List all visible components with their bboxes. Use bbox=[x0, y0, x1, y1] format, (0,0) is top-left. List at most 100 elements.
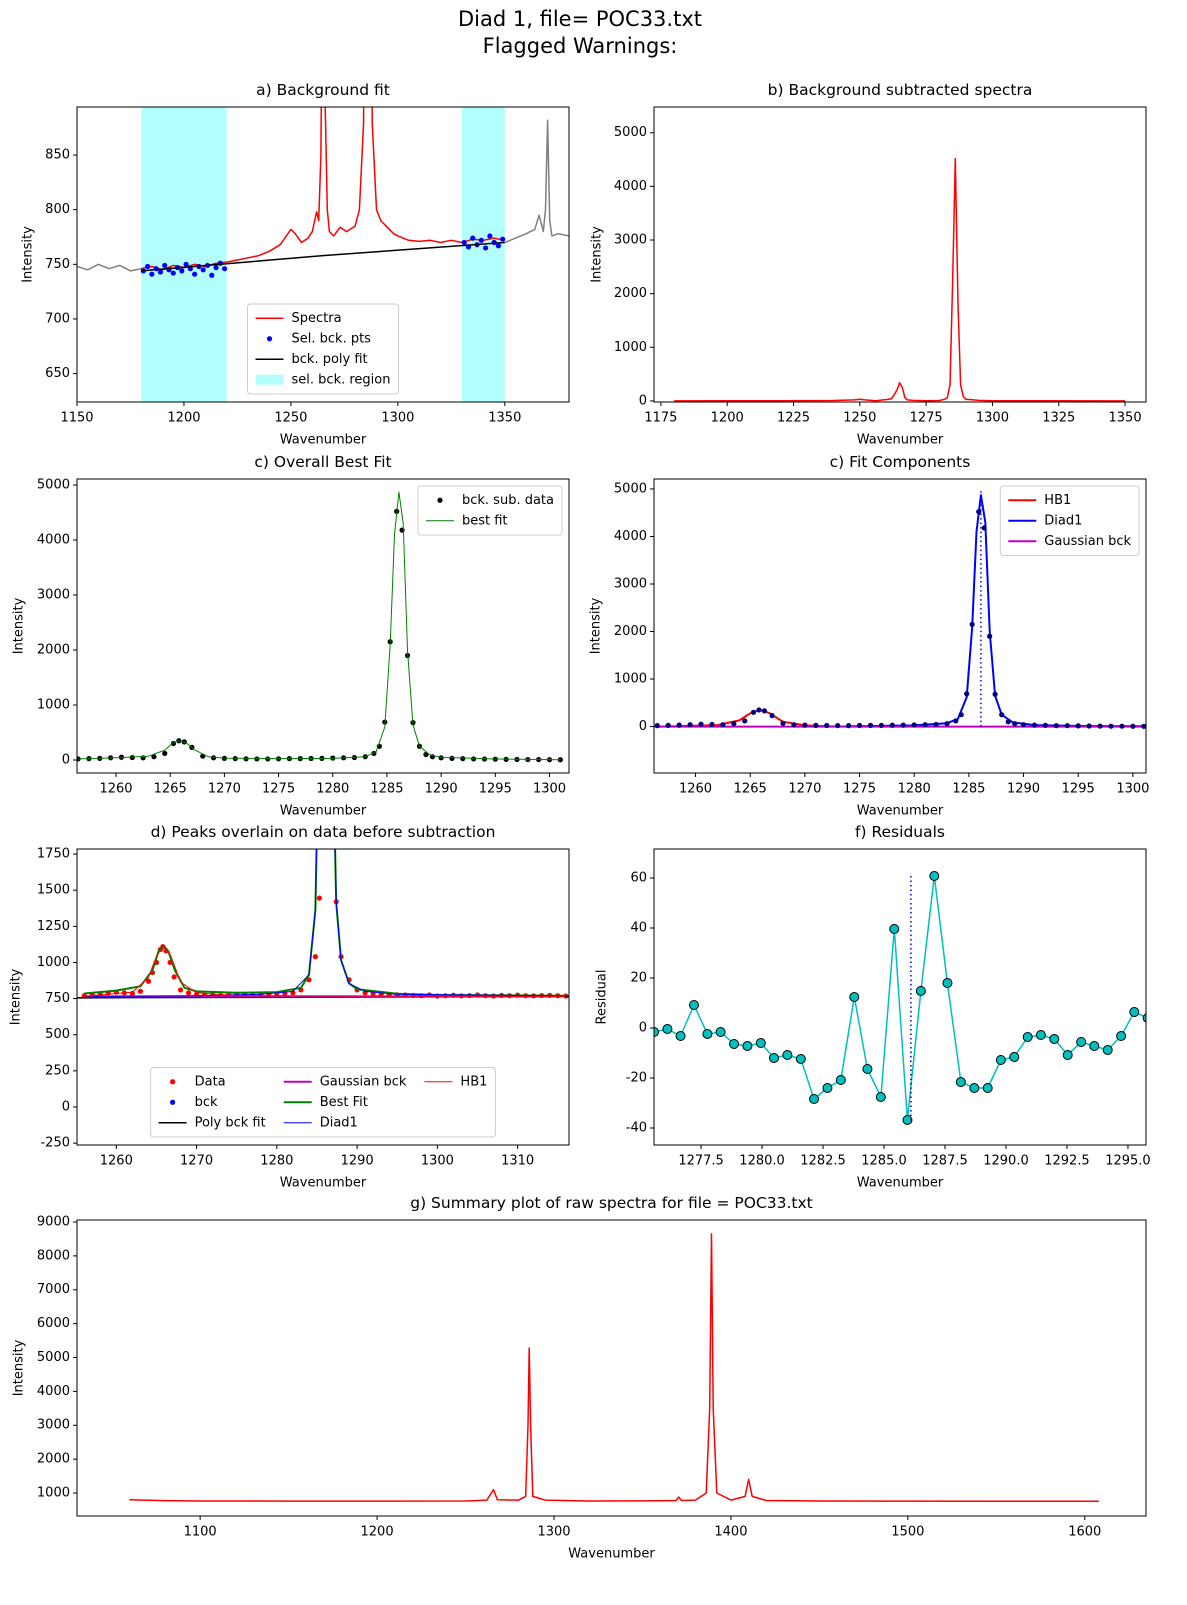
y-tick-label: 0 bbox=[639, 719, 647, 734]
x-tick-label: 1225 bbox=[777, 411, 810, 426]
y-tick-label: 2000 bbox=[614, 286, 647, 301]
y-tick-label: 700 bbox=[45, 311, 70, 326]
data-point bbox=[1020, 722, 1027, 728]
series-line bbox=[141, 241, 505, 272]
data-point bbox=[1086, 723, 1092, 729]
x-tick-label: 1350 bbox=[1109, 411, 1142, 426]
data-point bbox=[1022, 1032, 1033, 1042]
data-point bbox=[900, 722, 906, 728]
x-tick-label: 1265 bbox=[734, 782, 767, 797]
data-point bbox=[162, 262, 168, 269]
data-point bbox=[1089, 1041, 1100, 1051]
data-point bbox=[183, 261, 189, 267]
chart-title: a) Background fit bbox=[256, 81, 390, 99]
data-point bbox=[1012, 721, 1018, 727]
x-tick-label: 1285 bbox=[370, 782, 403, 797]
x-tick-label: 1300 bbox=[421, 1154, 454, 1169]
legend: HB1 Diad1 Gaussian bck bbox=[999, 485, 1140, 556]
data-point bbox=[987, 633, 993, 639]
data-point bbox=[889, 722, 895, 728]
data-point bbox=[243, 756, 249, 762]
data-point bbox=[731, 721, 737, 727]
x-tick-label: 1275 bbox=[910, 411, 943, 426]
axes-frame bbox=[76, 106, 570, 403]
legend-box bbox=[247, 303, 399, 395]
y-tick-label: 3000 bbox=[37, 588, 70, 603]
data-point bbox=[654, 723, 660, 729]
panel: 1277.5 1280.0 1282.5 1285.0 1287.5 1290.0 1292… bbox=[595, 823, 1151, 1191]
legend: Data bck Poly bck fit Gaussian bck Best Fit D… bbox=[150, 1067, 496, 1138]
legend-label: Poly bck fit bbox=[195, 1115, 266, 1130]
data-point bbox=[1075, 723, 1081, 729]
data-point bbox=[933, 721, 939, 728]
data-point bbox=[487, 233, 493, 239]
x-tick-label: 1287.5 bbox=[922, 1154, 968, 1169]
y-tick-label: 9000 bbox=[37, 1214, 70, 1229]
axes-frame bbox=[76, 848, 570, 1146]
legend-label: Diad1 bbox=[320, 1115, 358, 1130]
data-point bbox=[942, 978, 953, 988]
data-point bbox=[720, 722, 726, 728]
x-tick-label: 1260 bbox=[100, 1154, 133, 1169]
data-point bbox=[849, 992, 860, 1002]
series-line bbox=[129, 1233, 1099, 1503]
x-tick-label: 1270 bbox=[208, 782, 241, 797]
series-line bbox=[84, 945, 566, 997]
x-tick-label: 1282.5 bbox=[800, 1154, 846, 1169]
data-point bbox=[461, 239, 467, 246]
data-point bbox=[675, 1031, 686, 1041]
y-tick-label: 2000 bbox=[37, 1452, 70, 1467]
y-tick-label: 4000 bbox=[37, 533, 70, 548]
y-tick-label: -40 bbox=[626, 1121, 647, 1136]
data-point bbox=[782, 1050, 793, 1060]
y-tick-label: 40 bbox=[630, 921, 647, 936]
data-point bbox=[999, 712, 1005, 718]
data-point bbox=[995, 1055, 1006, 1065]
x-tick-label: 1290.0 bbox=[983, 1154, 1029, 1169]
y-axis-label: Intensity bbox=[590, 226, 605, 283]
y-tick-label: -20 bbox=[626, 1071, 647, 1086]
y-axis-label: Intensity bbox=[589, 597, 604, 654]
y-tick-label: 0 bbox=[62, 753, 70, 768]
data-point bbox=[922, 722, 928, 728]
data-point bbox=[929, 871, 940, 881]
data-point bbox=[875, 1092, 886, 1102]
data-point bbox=[1062, 1050, 1073, 1060]
x-tick-label: 1277.5 bbox=[678, 1154, 724, 1169]
data-point bbox=[1119, 723, 1125, 729]
data-point bbox=[1142, 1013, 1146, 1023]
x-axis-label: Wavenumber bbox=[280, 433, 367, 448]
legend-label: HB1 bbox=[460, 1074, 487, 1089]
legend-label: bck. poly fit bbox=[292, 352, 368, 367]
data-point bbox=[170, 270, 176, 276]
data-point bbox=[969, 1083, 980, 1093]
data-point bbox=[982, 1083, 993, 1093]
x-tick-label: 1292.5 bbox=[1044, 1154, 1090, 1169]
legend-label: HB1 bbox=[1044, 493, 1071, 508]
data-point bbox=[761, 708, 768, 714]
data-point bbox=[192, 271, 198, 277]
data-point bbox=[769, 1053, 780, 1063]
data-point bbox=[210, 755, 217, 761]
data-point bbox=[756, 993, 761, 998]
data-point bbox=[665, 722, 671, 728]
data-point bbox=[802, 722, 808, 728]
data-point bbox=[478, 237, 484, 243]
series-line bbox=[141, 107, 505, 271]
data-point bbox=[1108, 723, 1114, 729]
x-tick-label: 1295.0 bbox=[1105, 1154, 1151, 1169]
series-line bbox=[77, 995, 569, 999]
x-tick-label: 1100 bbox=[184, 1525, 217, 1540]
axes-frame bbox=[653, 848, 1147, 1146]
legend-label: Diad1 bbox=[1044, 513, 1082, 528]
legend-swatch bbox=[255, 374, 284, 385]
data-point bbox=[878, 722, 885, 728]
data-point bbox=[316, 895, 322, 901]
data-point bbox=[1097, 723, 1103, 729]
legend-marker bbox=[437, 497, 443, 503]
y-tick-label: 1000 bbox=[614, 672, 647, 687]
y-tick-label: 750 bbox=[45, 991, 70, 1006]
series-line bbox=[84, 849, 566, 997]
series-line bbox=[654, 875, 1146, 1121]
legend-label: Data bbox=[195, 1074, 226, 1089]
